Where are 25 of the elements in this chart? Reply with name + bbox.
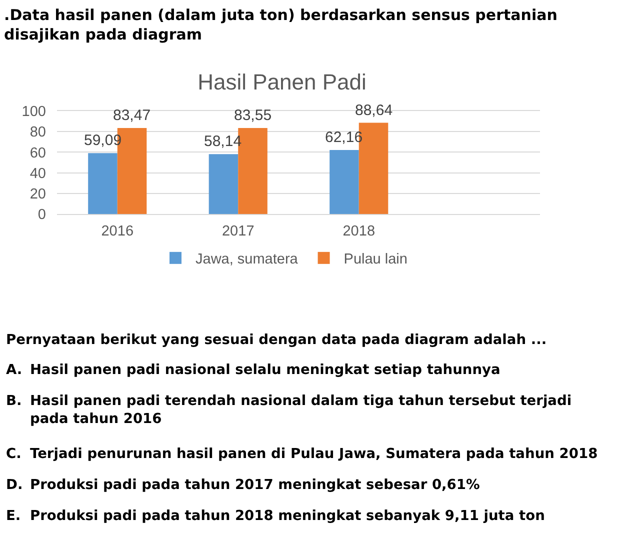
x-tick-label: 2018 [342, 223, 376, 240]
y-tick-label: 60 [30, 145, 46, 162]
bar [88, 153, 118, 214]
bar [330, 150, 359, 214]
data-label: 83,55 [234, 107, 272, 124]
data-label: 88,64 [355, 102, 393, 119]
text: D. Produksi padi pada tahun 2017 meningkat sebesar 0,61% [6, 477, 480, 493]
text: A. Hasil panen padi nasional selalu meningkat setiap tahunnya [6, 362, 500, 378]
legend-label: Jawa, sumatera [196, 252, 299, 268]
legend-label: Pulau lain [344, 252, 408, 268]
text: C. Terjadi penurunan hasil panen di Pulau Jawa, Sumatera pada tahun 2018 [6, 446, 598, 462]
text: E. Produksi padi pada tahun 2018 meningkat sebanyak 9,11 juta ton [6, 508, 545, 524]
text: .Data hasil panen (dalam juta ton) berdasarkan sensus pertanian disajikan pada diagram [4, 6, 558, 44]
chart-title: Hasil Panen Padi [198, 70, 366, 95]
text: Pernyataan berikut yang sesuai dengan data pada diagram adalah ... [6, 332, 547, 348]
bar [208, 154, 238, 214]
y-tick-label: 100 [22, 104, 46, 120]
y-tick-label: 40 [30, 166, 46, 182]
data-label: 83,47 [113, 107, 151, 124]
text: B. Hasil panen padi terendah nasional dalam tiga tahun tersebut terjadi pada tahun 2016 [6, 393, 572, 427]
y-tick-label: 0 [38, 207, 46, 224]
x-tick-label: 2017 [222, 223, 254, 240]
y-tick-label: 80 [30, 124, 46, 141]
y-tick-label: 20 [30, 186, 46, 202]
x-tick-label: 2016 [101, 223, 134, 240]
